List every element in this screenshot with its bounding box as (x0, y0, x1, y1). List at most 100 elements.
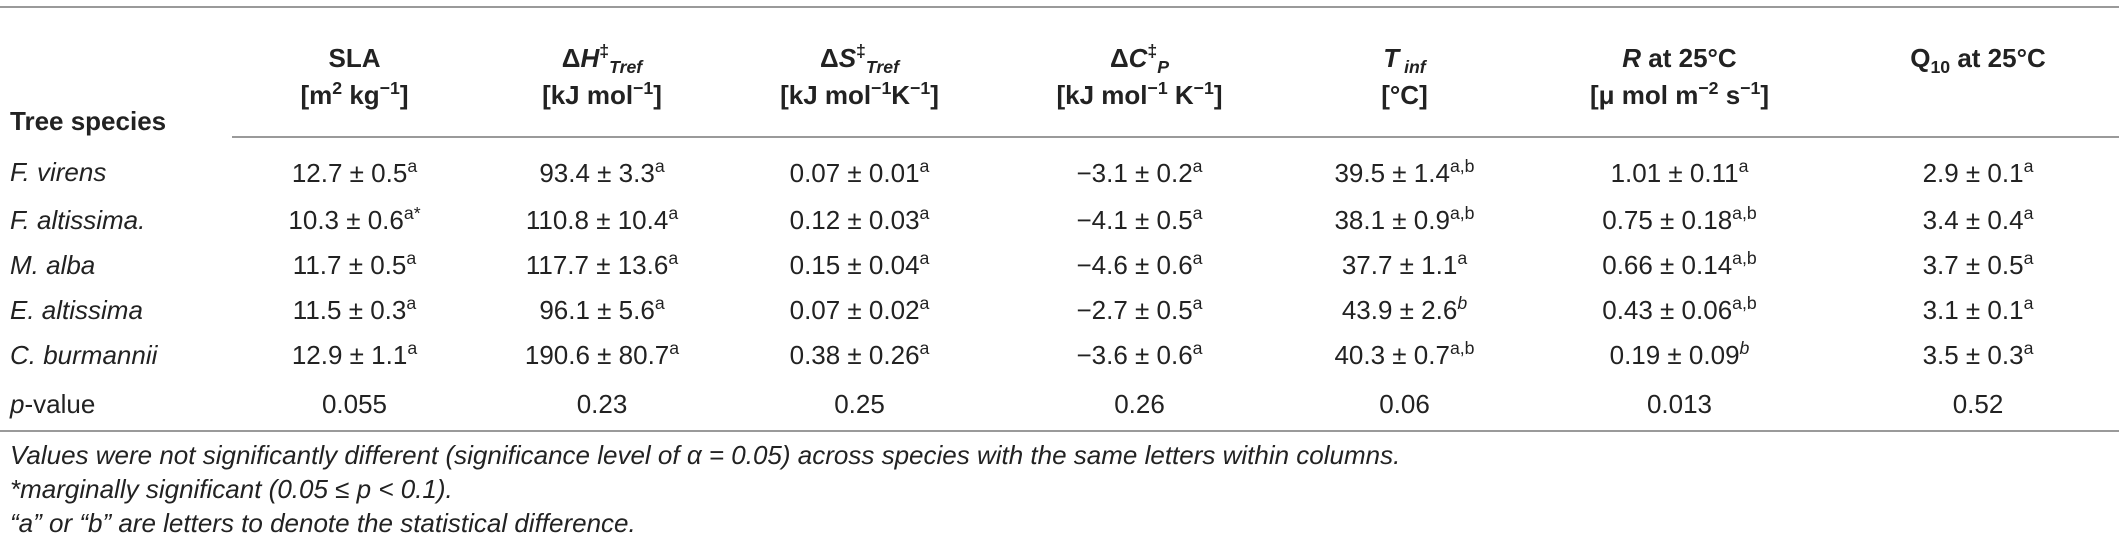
value-cell-r: 0.75 ± 0.18a,b (1522, 198, 1837, 243)
value-cell-tinf: 38.1 ± 0.9a,b (1287, 198, 1522, 243)
header-q10: Q10 at 25°C (1837, 6, 2119, 77)
table-body: F. virens 12.7 ± 0.5a 93.4 ± 3.3a 0.07 ± 0.… (0, 137, 2119, 432)
value-text: 0.43 ± 0.06 (1602, 295, 1733, 325)
significance-letter: a (2023, 293, 2034, 314)
table-row: F. virens 12.7 ± 0.5a 93.4 ± 3.3a 0.07 ± 0.… (0, 137, 2119, 198)
value-cell-q10: 2.9 ± 0.1a (1837, 137, 2119, 198)
value-cell-tinf: 37.7 ± 1.1a (1287, 243, 1522, 288)
value-cell-r: 0.19 ± 0.09b (1522, 333, 1837, 378)
significance-letter: a (407, 155, 418, 176)
significance-letter: a (1738, 155, 1749, 176)
value-cell-dh: 190.6 ± 80.7a (477, 333, 727, 378)
value-text: 10.3 ± 0.6 (288, 205, 404, 235)
significance-letter: a (1192, 155, 1203, 176)
value-text: 93.4 ± 3.3 (539, 157, 655, 188)
value-cell-q10: 3.5 ± 0.3a (1837, 333, 2119, 378)
value-text: 37.7 ± 1.1 (1341, 250, 1458, 280)
significance-letter: a (919, 293, 930, 314)
header-delta-h: ΔH‡Tref (477, 6, 727, 77)
significance-letter: a (1192, 203, 1203, 224)
value-cell-sla: 11.5 ± 0.3a (232, 288, 477, 333)
value-cell-ds: 0.07 ± 0.02a (727, 288, 992, 333)
value-text: 0.12 ± 0.03 (789, 205, 920, 235)
table-row: F. altissima. 10.3 ± 0.6a* 110.8 ± 10.4a 0.… (0, 198, 2119, 243)
value-text: 3.7 ± 0.5 (1922, 250, 2024, 280)
significance-letter: a (406, 293, 417, 314)
unit-delta-h: [kJ mol−1] (477, 74, 727, 138)
species-cell: F. altissima. (10, 205, 146, 235)
significance-letter: a (668, 248, 679, 269)
pvalue-cell-sla: 0.055 (232, 378, 477, 432)
value-text: −4.6 ± 0.6 (1076, 250, 1193, 280)
value-cell-sla: 11.7 ± 0.5a (232, 243, 477, 288)
significance-letter: a (1192, 248, 1203, 269)
significance-letter: a,b (1449, 338, 1475, 359)
unit-sla: [m2 kg−1] (232, 74, 477, 138)
value-text: 117.7 ± 13.6 (525, 250, 669, 280)
value-text: 3.4 ± 0.4 (1922, 205, 2024, 235)
footnote-letters: “a” or “b” are letters to denote the sta… (10, 508, 636, 538)
value-cell-dh: 96.1 ± 5.6a (477, 288, 727, 333)
value-text: 0.38 ± 0.26 (789, 340, 920, 370)
species-cell: E. altissima (10, 295, 143, 325)
value-text: 3.5 ± 0.3 (1922, 340, 2024, 370)
value-text: 39.5 ± 1.4 (1334, 157, 1450, 188)
significance-letter: a (2023, 203, 2034, 224)
footnote-marginal: *marginally significant (0.05 ≤ p < 0.1)… (10, 474, 453, 504)
significance-letter: a (407, 338, 418, 359)
species-cell: C. burmannii (10, 340, 158, 370)
pvalue-cell-dc: 0.26 (992, 378, 1287, 432)
significance-letter: a,b (1732, 248, 1757, 269)
value-cell-ds: 0.38 ± 0.26a (727, 333, 992, 378)
significance-letter: a (919, 338, 930, 359)
value-text: 40.3 ± 0.7 (1334, 340, 1450, 370)
header-delta-s: ΔS‡Tref (727, 6, 992, 77)
significance-letter: a,b (1732, 203, 1757, 224)
value-cell-dh: 110.8 ± 10.4a (477, 198, 727, 243)
header-row: Tree species SLA ΔH‡Tref ΔS‡Tref ΔC‡P T … (0, 6, 2119, 137)
significance-letter: a (919, 248, 930, 269)
header-r: R at 25°C (1522, 6, 1837, 74)
value-cell-sla: 12.7 ± 0.5a (232, 137, 477, 198)
value-text: −3.6 ± 0.6 (1076, 340, 1193, 370)
value-text: 11.5 ± 0.3 (292, 295, 407, 325)
unit-r: [μ mol m−2 s−1] (1522, 74, 1837, 138)
value-cell-ds: 0.07 ± 0.01a (727, 137, 992, 198)
significance-letter: a (654, 155, 665, 176)
significance-letter: a (406, 248, 417, 269)
footnote-significance: Values were not significantly different … (10, 440, 1401, 470)
value-text: −3.1 ± 0.2 (1076, 157, 1193, 188)
table-header: Tree species SLA ΔH‡Tref ΔS‡Tref ΔC‡P T … (0, 6, 2119, 138)
pvalue-cell-q10: 0.52 (1837, 378, 2119, 432)
significance-letter: a (668, 203, 679, 224)
value-cell-q10: 3.4 ± 0.4a (1837, 198, 2119, 243)
significance-letter: a (2023, 338, 2034, 359)
value-text: 0.07 ± 0.01 (789, 157, 920, 188)
table-row: E. altissima 11.5 ± 0.3a 96.1 ± 5.6a 0.07 ±… (0, 288, 2119, 333)
header-tinf: T inf (1287, 6, 1522, 77)
significance-letter: a,b (1449, 155, 1475, 176)
significance-letter: a (1457, 248, 1468, 269)
header-species: Tree species (0, 6, 232, 137)
unit-q10 (1837, 74, 2119, 138)
species-cell: M. alba (10, 250, 96, 280)
significance-letter: a,b (1449, 203, 1475, 224)
pvalue-row: p-value 0.055 0.23 0.25 0.26 0.06 0.013 0.52 (0, 378, 2119, 432)
significance-letter: a (2023, 248, 2034, 269)
value-cell-dh: 93.4 ± 3.3a (477, 137, 727, 198)
significance-letter: a (669, 338, 680, 359)
unit-tinf: [°C] (1287, 74, 1522, 138)
value-text: 11.7 ± 0.5 (292, 250, 407, 280)
value-text: 0.75 ± 0.18 (1602, 205, 1733, 235)
pvalue-label-rest: -value (24, 388, 96, 419)
significance-letter: a (1192, 338, 1203, 359)
value-cell-dc: −2.7 ± 0.5a (992, 288, 1287, 333)
value-cell-dc: −3.1 ± 0.2a (992, 137, 1287, 198)
results-table: Tree species SLA ΔH‡Tref ΔS‡Tref ΔC‡P T … (0, 6, 2119, 432)
units-row: [m2 kg−1] [kJ mol−1] [kJ mol−1K−1] [kJ m… (0, 74, 2119, 138)
value-text: 0.19 ± 0.09 (1609, 340, 1740, 370)
significance-letter: a (919, 203, 930, 224)
value-text: −2.7 ± 0.5 (1076, 295, 1193, 325)
significance-letter: a (919, 155, 930, 176)
value-cell-r: 0.66 ± 0.14a,b (1522, 243, 1837, 288)
